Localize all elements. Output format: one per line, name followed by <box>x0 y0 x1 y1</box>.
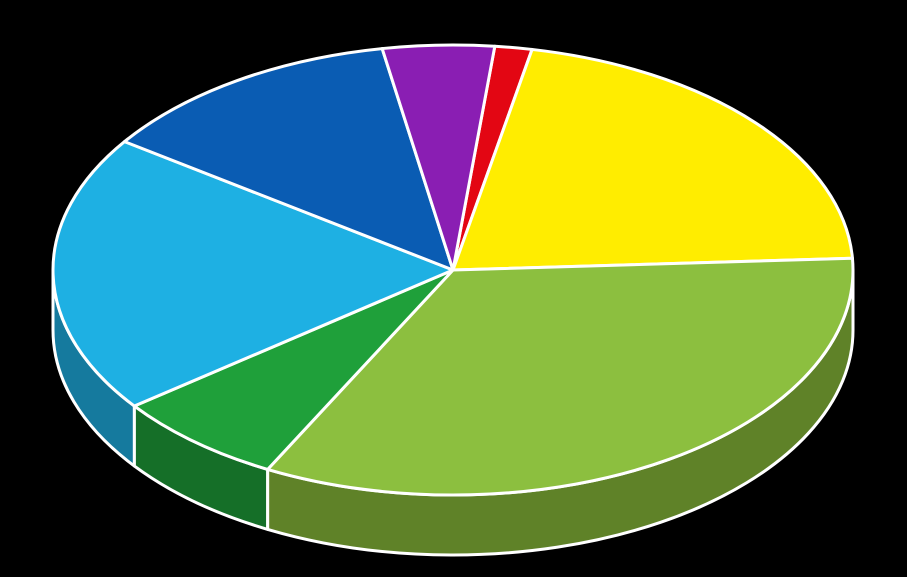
pie-tops <box>53 45 853 495</box>
pie-3d-chart <box>0 0 907 577</box>
